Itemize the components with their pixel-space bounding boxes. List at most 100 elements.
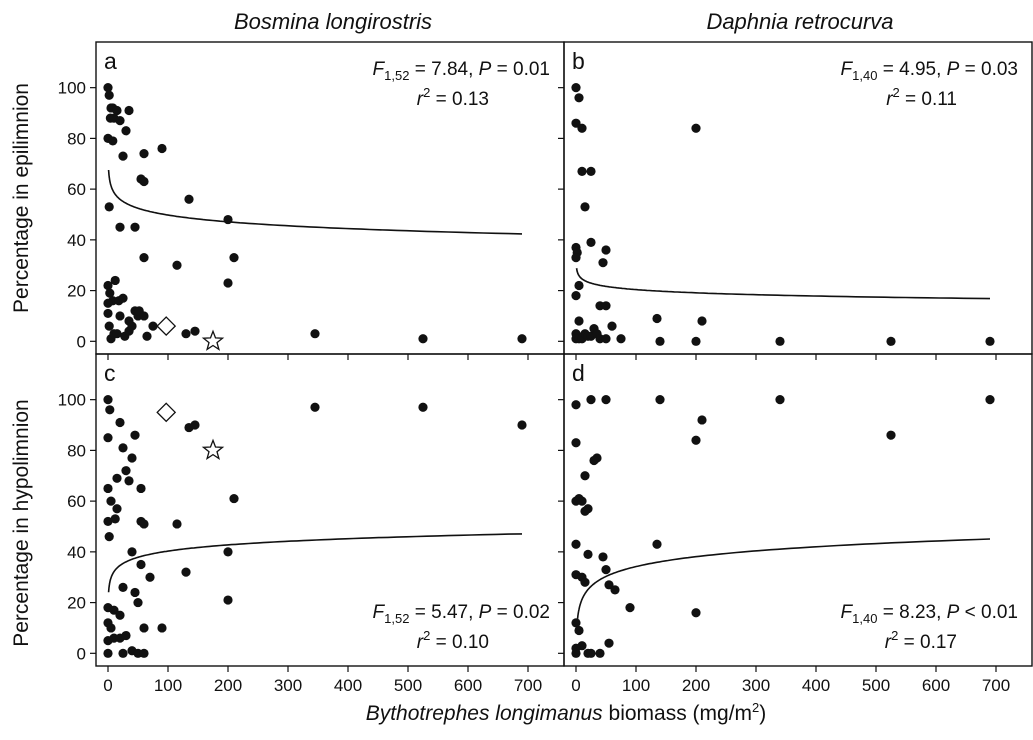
data-point xyxy=(145,572,155,582)
data-point xyxy=(616,334,626,344)
data-point xyxy=(580,577,590,587)
data-point xyxy=(103,648,113,658)
y-tick-label: 100 xyxy=(58,79,86,98)
stats-df: 1,52 xyxy=(384,611,409,626)
data-point xyxy=(595,648,605,658)
y-tick-label: 20 xyxy=(67,594,86,613)
data-point xyxy=(118,648,128,658)
data-point xyxy=(577,123,587,133)
panel-label: a xyxy=(104,48,117,74)
data-point xyxy=(577,496,587,506)
data-point xyxy=(571,253,581,263)
panel-label: c xyxy=(104,360,116,386)
stats-p-symbol: P xyxy=(947,602,960,623)
data-point xyxy=(652,539,662,549)
data-point xyxy=(223,595,233,605)
data-point xyxy=(586,648,596,658)
stats-f-symbol: F xyxy=(373,59,386,80)
data-point xyxy=(571,400,581,410)
stats-f-value: = 8.23, xyxy=(877,602,946,623)
data-point xyxy=(610,585,620,595)
stats-df: 1,40 xyxy=(852,611,877,626)
data-point xyxy=(121,126,131,136)
xlabel-unit: biomass (mg/m xyxy=(603,702,752,725)
data-point xyxy=(184,194,194,204)
data-point xyxy=(574,93,584,103)
data-point xyxy=(886,430,896,440)
data-point xyxy=(118,582,128,592)
data-point xyxy=(655,336,665,346)
data-point xyxy=(517,334,527,344)
panel-frame xyxy=(563,41,1033,355)
stats-f-value: = 5.47, xyxy=(409,602,478,623)
data-point xyxy=(586,237,596,247)
y-tick-label: 100 xyxy=(58,391,86,410)
data-point xyxy=(133,597,143,608)
stats-p-value: < 0.01 xyxy=(959,602,1018,623)
data-point xyxy=(601,245,611,255)
data-point xyxy=(691,608,701,618)
data-point xyxy=(223,278,233,288)
data-point xyxy=(604,580,614,590)
stats-r2-value: = 0.13 xyxy=(430,89,489,110)
stats-df: 1,52 xyxy=(384,68,409,83)
ylabel-hypolimnion: Percentage in hypolimnion xyxy=(10,399,33,647)
data-point xyxy=(574,316,584,326)
x-tick-label: 300 xyxy=(742,676,770,695)
stats-p-value: = 0.02 xyxy=(491,602,550,623)
data-point xyxy=(139,253,149,263)
data-point xyxy=(139,311,149,321)
stats-r-exponent: 2 xyxy=(891,628,898,643)
data-point xyxy=(775,395,785,405)
data-point xyxy=(172,260,182,270)
y-tick-label: 0 xyxy=(77,644,86,663)
data-point xyxy=(229,493,239,504)
stats-f-symbol: F xyxy=(841,59,854,80)
data-point xyxy=(139,623,149,633)
data-point xyxy=(104,532,114,542)
data-point xyxy=(571,539,581,549)
fit-curve xyxy=(575,538,991,633)
stats-p-symbol: P xyxy=(479,59,492,80)
stats-df: 1,40 xyxy=(852,68,877,83)
xlabel-close: ) xyxy=(759,702,766,725)
data-point xyxy=(691,123,701,133)
x-tick-label: 0 xyxy=(103,676,112,695)
data-point xyxy=(118,443,128,453)
stats-r-symbol: r xyxy=(885,632,892,653)
data-point xyxy=(601,301,611,311)
data-point xyxy=(583,549,593,559)
x-tick-label: 400 xyxy=(334,676,362,695)
data-point xyxy=(106,623,116,633)
stats-f-value: = 4.95, xyxy=(877,59,946,80)
xlabel: Bythotrephes longimanus biomass (mg/m2) xyxy=(366,700,767,725)
stats-r2-line: r2 = 0.10 xyxy=(417,628,489,653)
xlabel-species: Bythotrephes longimanus xyxy=(366,702,603,725)
data-point xyxy=(691,435,701,445)
data-point xyxy=(136,559,146,570)
y-tick-label: 40 xyxy=(67,543,86,562)
data-point xyxy=(103,483,113,494)
fit-curve xyxy=(107,170,523,235)
y-tick-label: 20 xyxy=(67,282,86,301)
x-tick-label: 200 xyxy=(214,676,242,695)
data-point xyxy=(604,638,614,648)
data-point xyxy=(574,625,584,636)
panel-c: 0 20 40 60 80 100 0 100 200 300 400 500 600 700 c F1,52… xyxy=(58,353,565,695)
x-tick-label: 100 xyxy=(154,676,182,695)
data-point xyxy=(110,514,120,524)
data-point xyxy=(697,316,707,326)
data-point xyxy=(103,298,113,308)
data-point xyxy=(115,610,125,620)
data-point xyxy=(607,321,617,331)
data-point xyxy=(886,336,896,346)
x-tick-label: 400 xyxy=(802,676,830,695)
data-point xyxy=(112,473,122,483)
y-tick-label: 0 xyxy=(77,332,86,351)
data-point xyxy=(103,395,113,405)
data-point xyxy=(586,166,596,176)
stats-r-exponent: 2 xyxy=(893,85,900,100)
data-point xyxy=(103,308,113,319)
data-point xyxy=(121,466,131,476)
